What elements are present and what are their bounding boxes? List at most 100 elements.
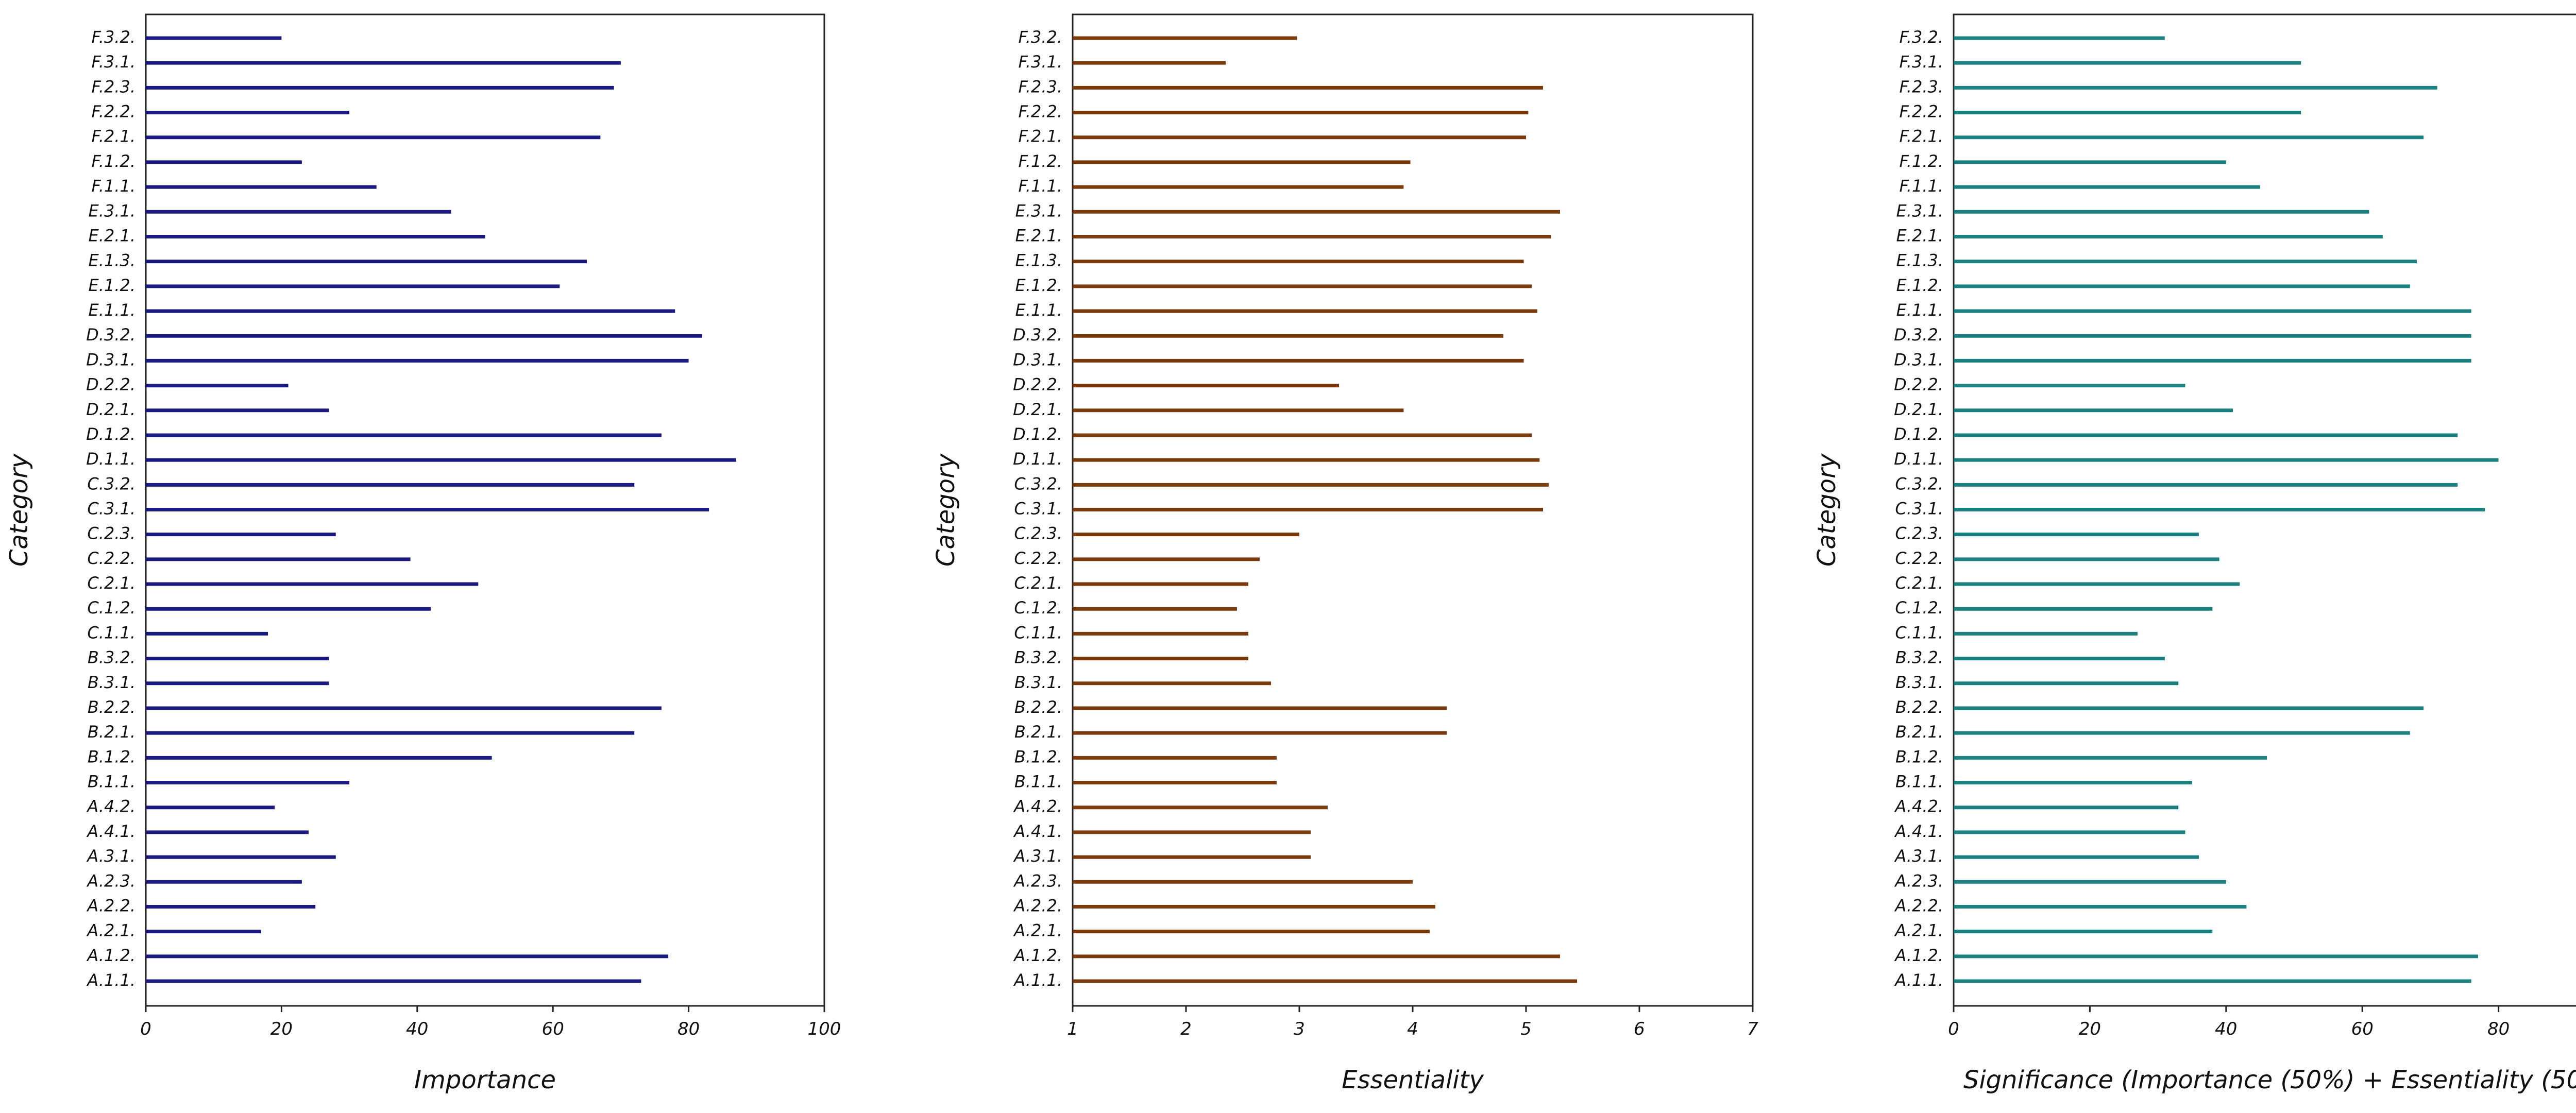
chart2-x-tick-label: 2 xyxy=(1180,1019,1192,1039)
chart2-category-label: B.3.1. xyxy=(1014,673,1062,692)
chart3-category-label: F.2.1. xyxy=(1899,127,1943,146)
chart2-category-label: D.2.1. xyxy=(1013,400,1062,419)
chart2-x-axis-title: Essentiality xyxy=(1342,1066,1484,1094)
chart1-category-label: F.3.1. xyxy=(91,52,135,72)
chart1-category-label: C.1.2. xyxy=(87,598,135,618)
chart3-y-axis-title: Category xyxy=(1812,453,1841,567)
chart2-category-label: A.1.1. xyxy=(1013,970,1062,990)
chart3-x-tick-label: 0 xyxy=(1948,1019,1959,1039)
chart3-category-label: F.3.2. xyxy=(1899,27,1943,47)
chart2-category-label: B.1.1. xyxy=(1014,772,1062,792)
chart2-category-label: E.1.3. xyxy=(1015,251,1062,270)
chart1-category-label: D.3.2. xyxy=(86,325,135,345)
chart3-category-label: A.3.1. xyxy=(1894,846,1943,866)
chart3-category-label: C.2.3. xyxy=(1895,524,1943,543)
chart2-category-label: D.1.1. xyxy=(1013,449,1062,469)
chart2-category-label: A.2.3. xyxy=(1013,871,1062,891)
chart1-category-label: B.3.1. xyxy=(88,673,135,692)
chart3-category-label: D.2.1. xyxy=(1894,400,1943,419)
chart1-x-tick-label: 60 xyxy=(542,1019,564,1039)
chart3-category-label: C.1.2. xyxy=(1895,598,1943,618)
chart2-category-label: F.2.1. xyxy=(1018,127,1062,146)
chart1-category-label: A.4.2. xyxy=(86,797,135,816)
chart3-category-label: E.1.2. xyxy=(1896,276,1943,295)
chart1-category-label: B.1.1. xyxy=(88,772,135,792)
chart3-category-label: E.2.1. xyxy=(1896,226,1943,245)
chart3-x-tick-label: 40 xyxy=(2215,1019,2237,1039)
chart2-category-label: D.3.1. xyxy=(1013,350,1062,369)
chart1-category-label: A.1.1. xyxy=(86,970,135,990)
chart1-category-label: F.2.1. xyxy=(91,127,135,146)
chart3-category-label: D.3.2. xyxy=(1894,325,1943,345)
chart1-category-label: D.3.1. xyxy=(86,350,135,369)
chart1-category-label: D.1.2. xyxy=(86,424,135,444)
chart1-category-label: B.2.2. xyxy=(88,697,135,717)
chart2-category-label: A.1.2. xyxy=(1013,946,1062,965)
chart2-category-label: F.3.1. xyxy=(1018,52,1062,72)
chart3-category-label: E.3.1. xyxy=(1896,201,1943,220)
chart3-category-label: F.1.1. xyxy=(1899,176,1943,196)
chart3-x-tick-label: 60 xyxy=(2351,1019,2374,1039)
chart1-category-label: D.2.2. xyxy=(86,375,135,395)
chart1-category-label: A.2.2. xyxy=(86,896,135,915)
chart1-category-label: C.1.1. xyxy=(87,623,135,642)
chart2-category-label: C.3.2. xyxy=(1014,474,1062,493)
chart1-category-label: A.2.1. xyxy=(86,921,135,940)
chart3-category-label: B.3.1. xyxy=(1895,673,1943,692)
chart2-category-label: E.2.1. xyxy=(1015,226,1062,245)
chart2-category-label: A.2.1. xyxy=(1013,921,1062,940)
chart1-category-label: E.1.3. xyxy=(89,251,135,270)
chart3-category-label: C.3.2. xyxy=(1895,474,1943,493)
chart3-category-label: A.1.2. xyxy=(1894,946,1943,965)
chart1-category-label: C.3.2. xyxy=(87,474,135,493)
chart1-category-label: C.2.1. xyxy=(87,573,135,593)
chart3-category-label: C.3.1. xyxy=(1895,499,1943,519)
chart3-category-label: D.2.2. xyxy=(1894,375,1943,395)
chart2-x-tick-label: 4 xyxy=(1407,1019,1418,1039)
chart2-category-label: C.3.1. xyxy=(1014,499,1062,519)
chart2-category-label: B.2.1. xyxy=(1014,722,1062,742)
chart3-category-label: A.4.2. xyxy=(1894,797,1943,816)
chart2-category-label: E.1.1. xyxy=(1015,300,1062,320)
chart2-y-axis-title: Category xyxy=(931,453,960,567)
chart1-category-label: B.3.2. xyxy=(88,648,135,667)
chart1-category-label: F.2.2. xyxy=(91,102,135,122)
chart3-category-label: D.1.1. xyxy=(1894,449,1943,469)
chart3-category-label: F.2.2. xyxy=(1899,102,1943,122)
chart3-x-tick-label: 20 xyxy=(2079,1019,2101,1039)
chart2-category-label: D.3.2. xyxy=(1013,325,1062,345)
chart2-category-label: A.4.2. xyxy=(1013,797,1062,816)
chart2-category-label: B.1.2. xyxy=(1014,747,1062,766)
chart3-category-label: F.2.3. xyxy=(1899,77,1943,96)
chart1-category-label: A.2.3. xyxy=(86,871,135,891)
chart3-category-label: E.1.3. xyxy=(1896,251,1943,270)
chart2-x-tick-label: 3 xyxy=(1294,1019,1305,1039)
chart2-category-label: F.1.1. xyxy=(1018,176,1062,196)
chart1-category-label: C.2.2. xyxy=(87,549,135,568)
chart2-x-tick-label: 6 xyxy=(1634,1019,1645,1039)
chart1-category-label: A.3.1. xyxy=(86,846,135,866)
chart1-category-label: A.1.2. xyxy=(86,946,135,965)
chart3-category-label: B.1.1. xyxy=(1895,772,1943,792)
chart3-category-label: C.2.1. xyxy=(1895,573,1943,593)
chart2-category-label: E.1.2. xyxy=(1015,276,1062,295)
chart2-x-tick-label: 1 xyxy=(1067,1019,1078,1039)
chart1-x-tick-label: 20 xyxy=(270,1019,293,1039)
chart2-x-tick-label: 7 xyxy=(1747,1019,1758,1039)
chart1-category-label: C.3.1. xyxy=(87,499,135,519)
chart3-category-label: E.1.1. xyxy=(1896,300,1943,320)
chart2-category-label: B.2.2. xyxy=(1014,697,1062,717)
chart2-category-label: C.2.1. xyxy=(1014,573,1062,593)
chart2-category-label: D.2.2. xyxy=(1013,375,1062,395)
chart1-category-label: D.2.1. xyxy=(86,400,135,419)
chart3-category-label: C.2.2. xyxy=(1895,549,1943,568)
chart2-category-label: C.1.1. xyxy=(1014,623,1062,642)
chart3-category-label: D.1.2. xyxy=(1894,424,1943,444)
chart1-category-label: C.2.3. xyxy=(87,524,135,543)
chart3-category-label: A.2.1. xyxy=(1894,921,1943,940)
chart1-x-axis-title: Importance xyxy=(414,1066,556,1094)
chart1-category-label: E.1.1. xyxy=(89,300,135,320)
chart2-category-label: A.2.2. xyxy=(1013,896,1062,915)
chart3-category-label: F.1.2. xyxy=(1899,151,1943,171)
